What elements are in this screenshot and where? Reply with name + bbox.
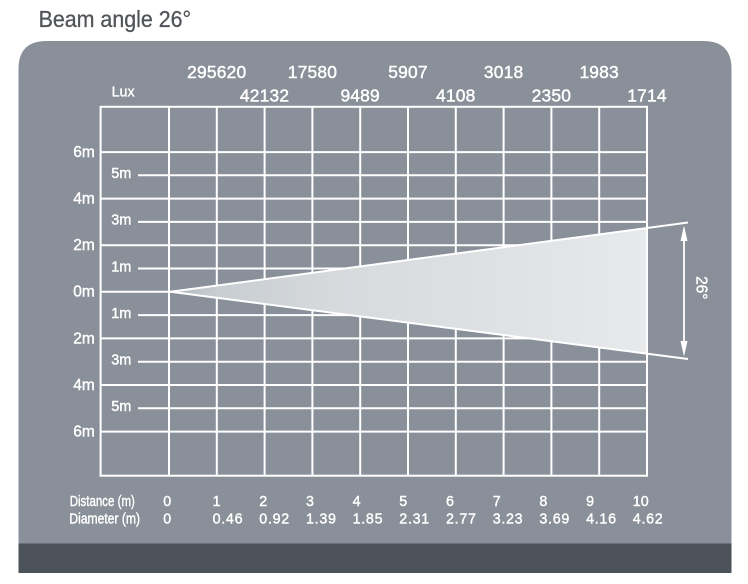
svg-text:10: 10 bbox=[633, 494, 649, 510]
svg-text:1.85: 1.85 bbox=[353, 512, 384, 528]
svg-text:Distance (m): Distance (m) bbox=[70, 494, 135, 510]
svg-text:4108: 4108 bbox=[436, 86, 476, 106]
svg-text:4.62: 4.62 bbox=[633, 512, 664, 528]
svg-text:3.69: 3.69 bbox=[539, 512, 570, 528]
svg-text:0: 0 bbox=[163, 494, 171, 510]
svg-text:1714: 1714 bbox=[627, 86, 667, 106]
svg-text:1m: 1m bbox=[111, 306, 131, 322]
svg-text:8: 8 bbox=[539, 494, 547, 510]
svg-text:0: 0 bbox=[163, 512, 171, 528]
svg-text:4: 4 bbox=[353, 494, 361, 510]
svg-text:1m: 1m bbox=[111, 259, 131, 275]
svg-text:2350: 2350 bbox=[532, 86, 572, 106]
svg-text:4m: 4m bbox=[73, 191, 95, 208]
svg-text:2.77: 2.77 bbox=[446, 512, 477, 528]
svg-text:5m: 5m bbox=[111, 399, 131, 415]
svg-text:0.92: 0.92 bbox=[259, 512, 290, 528]
svg-text:0m: 0m bbox=[73, 284, 95, 301]
svg-text:17580: 17580 bbox=[288, 62, 337, 82]
svg-text:5: 5 bbox=[399, 494, 407, 510]
svg-text:295620: 295620 bbox=[187, 62, 246, 82]
svg-text:5m: 5m bbox=[111, 166, 131, 182]
svg-text:3m: 3m bbox=[111, 213, 131, 229]
svg-text:3018: 3018 bbox=[484, 62, 524, 82]
svg-text:Lux: Lux bbox=[112, 83, 135, 100]
svg-text:2: 2 bbox=[259, 494, 267, 510]
svg-text:Beam angle 26°: Beam angle 26° bbox=[39, 6, 192, 32]
svg-text:3m: 3m bbox=[111, 353, 131, 369]
svg-text:5907: 5907 bbox=[388, 62, 428, 82]
svg-text:6m: 6m bbox=[73, 144, 95, 161]
svg-text:3.23: 3.23 bbox=[493, 512, 524, 528]
svg-text:6: 6 bbox=[446, 494, 454, 510]
svg-text:42132: 42132 bbox=[240, 86, 289, 106]
svg-text:6m: 6m bbox=[73, 424, 95, 441]
svg-text:9: 9 bbox=[586, 494, 594, 510]
svg-text:9489: 9489 bbox=[340, 86, 380, 106]
svg-text:3: 3 bbox=[306, 494, 314, 510]
svg-text:2m: 2m bbox=[73, 237, 95, 254]
svg-text:26°: 26° bbox=[693, 276, 710, 299]
svg-text:7: 7 bbox=[493, 494, 501, 510]
svg-text:4m: 4m bbox=[73, 377, 95, 394]
svg-text:1: 1 bbox=[213, 494, 221, 510]
svg-text:1.39: 1.39 bbox=[306, 512, 337, 528]
svg-text:2.31: 2.31 bbox=[399, 512, 430, 528]
svg-text:4.16: 4.16 bbox=[586, 512, 617, 528]
svg-text:2m: 2m bbox=[73, 330, 95, 347]
svg-text:1983: 1983 bbox=[579, 62, 619, 82]
svg-text:Diameter (m): Diameter (m) bbox=[69, 512, 140, 528]
svg-text:0.46: 0.46 bbox=[213, 512, 244, 528]
